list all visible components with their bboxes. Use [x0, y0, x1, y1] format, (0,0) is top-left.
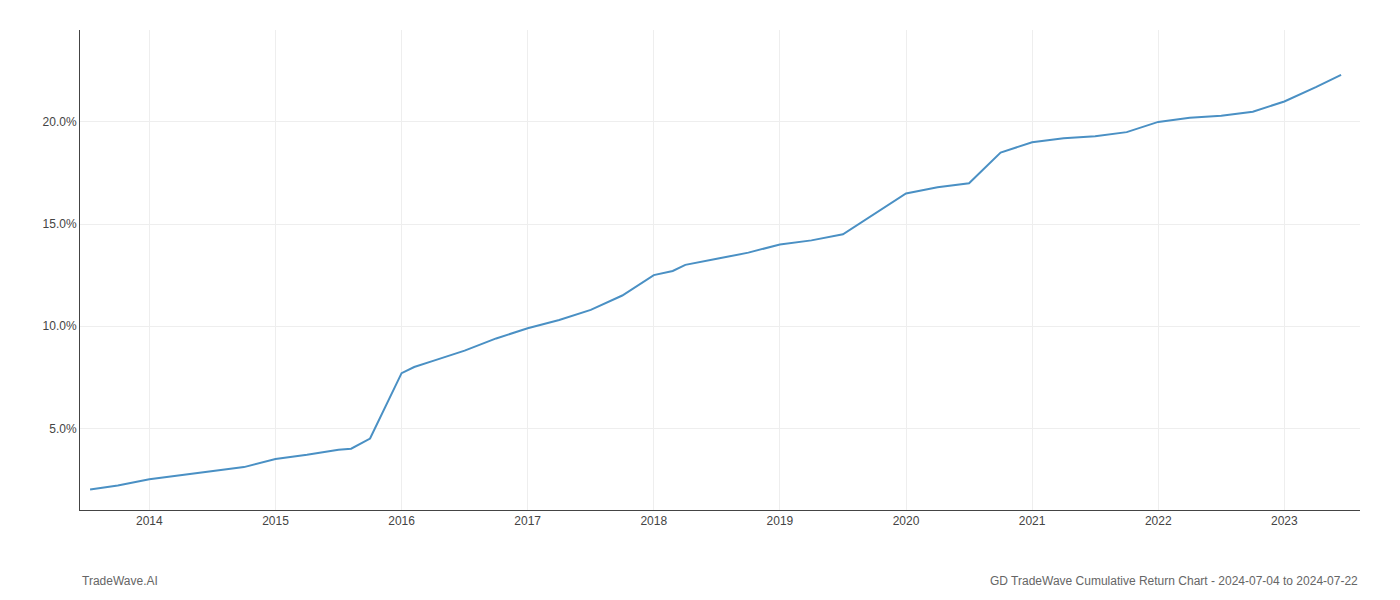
svg-text:GD TradeWave Cumulative Return: GD TradeWave Cumulative Return Chart - 2…	[990, 574, 1358, 588]
svg-text:10.0%: 10.0%	[43, 319, 77, 333]
svg-text:2023: 2023	[1271, 514, 1298, 528]
svg-text:5.0%: 5.0%	[49, 422, 77, 436]
svg-text:2018: 2018	[640, 514, 667, 528]
svg-text:2022: 2022	[1145, 514, 1172, 528]
svg-text:2015: 2015	[262, 514, 289, 528]
svg-text:2014: 2014	[136, 514, 163, 528]
svg-text:2017: 2017	[514, 514, 541, 528]
svg-text:TradeWave.AI: TradeWave.AI	[82, 574, 158, 588]
svg-text:15.0%: 15.0%	[43, 217, 77, 231]
svg-text:2016: 2016	[388, 514, 415, 528]
svg-text:2019: 2019	[767, 514, 794, 528]
svg-text:20.0%: 20.0%	[43, 115, 77, 129]
svg-text:2021: 2021	[1019, 514, 1046, 528]
svg-text:2020: 2020	[893, 514, 920, 528]
